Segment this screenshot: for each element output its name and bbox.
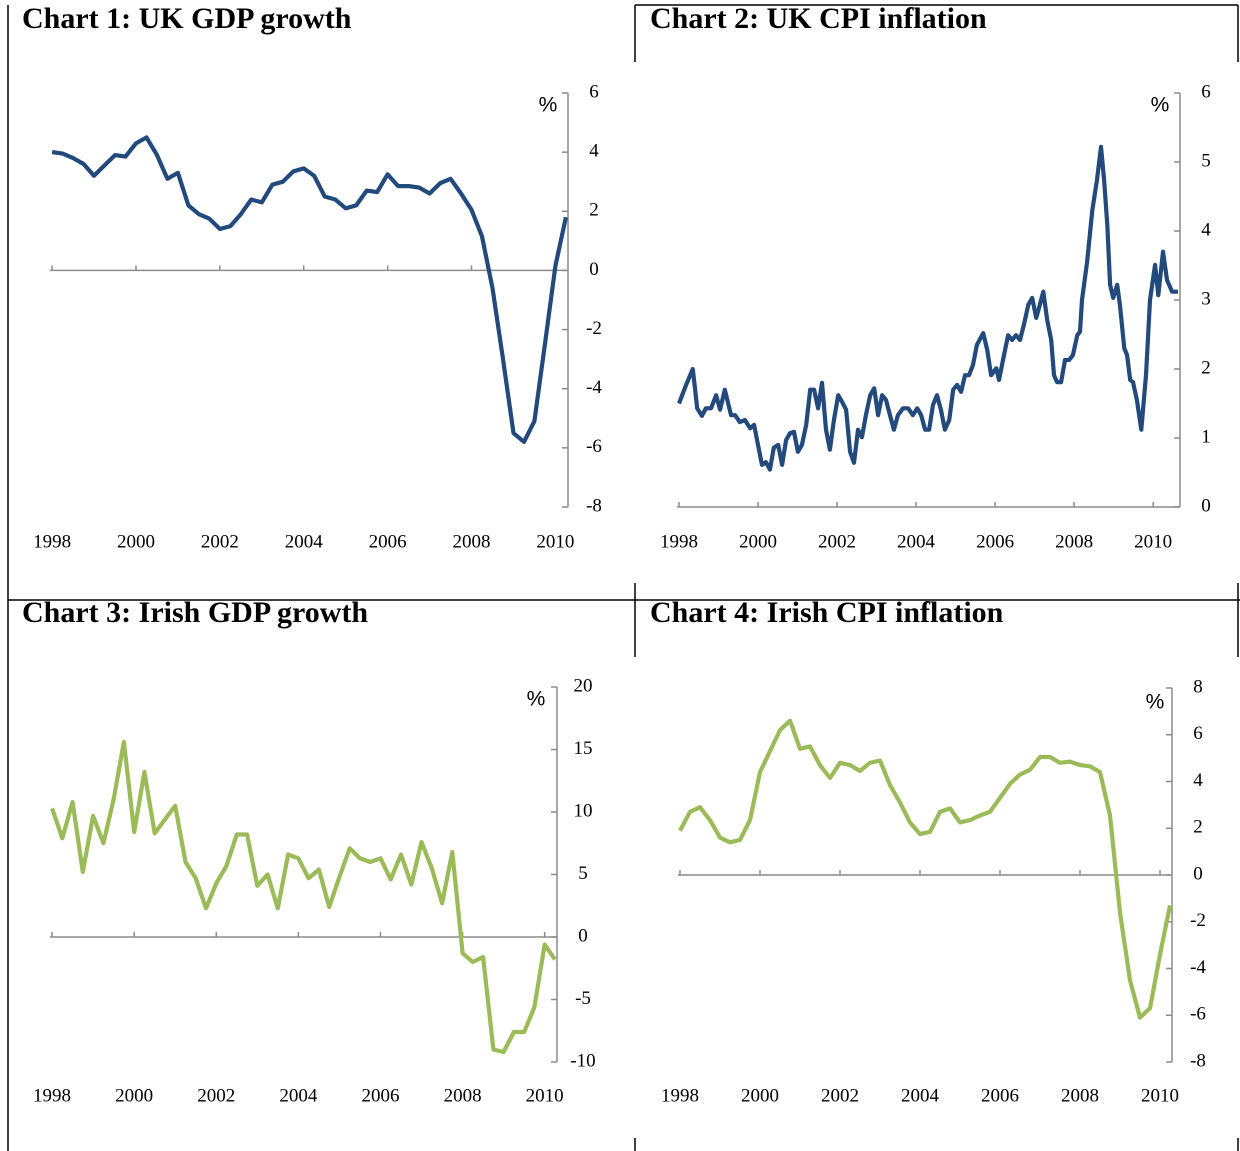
x-tick-label: 2008 [444, 1085, 482, 1106]
y-tick-label: -10 [570, 1050, 595, 1071]
y-axis-unit: % [539, 94, 558, 117]
x-tick-label: 2008 [1055, 531, 1093, 552]
x-tick-label: 2010 [1134, 531, 1172, 552]
x-tick-label: 2000 [739, 531, 777, 552]
y-tick-label: -4 [1190, 957, 1206, 978]
data-line [50, 739, 557, 1055]
x-tick-label: 2004 [285, 531, 324, 552]
x-tick-label: 2004 [279, 1085, 318, 1106]
y-tick-label: 5 [578, 863, 588, 884]
y-tick-label: 0 [578, 925, 588, 946]
x-tick-label: 2002 [821, 1085, 859, 1106]
y-tick-label: 6 [1201, 81, 1211, 102]
y-tick-label: 0 [1193, 863, 1203, 884]
y-tick-label: 2 [1201, 357, 1211, 378]
data-line [51, 135, 568, 444]
x-tick-label: 2000 [115, 1085, 153, 1106]
y-tick-label: 6 [1193, 723, 1203, 744]
x-tick-label: 2008 [453, 531, 491, 552]
x-tick-label: 2008 [1061, 1085, 1099, 1106]
x-tick-label: 2006 [369, 531, 407, 552]
y-tick-label: 4 [1201, 219, 1211, 240]
chart-panel: Chart 3: Irish GDP growth%-10-5051015201… [22, 596, 596, 1106]
x-tick-label: 2002 [201, 531, 239, 552]
y-tick-label: -8 [1190, 1050, 1206, 1071]
x-tick-label: 2010 [536, 531, 574, 552]
x-tick-label: 2006 [981, 1085, 1019, 1106]
x-tick-label: 2004 [897, 531, 936, 552]
y-axis-unit: % [1151, 94, 1170, 117]
y-tick-label: -4 [586, 377, 602, 398]
y-tick-label: -2 [586, 318, 602, 339]
y-tick-label: 2 [589, 200, 599, 221]
data-line [678, 718, 1173, 1020]
y-tick-label: 1 [1201, 426, 1211, 447]
y-axis-unit: % [1146, 691, 1165, 714]
y-axis-unit: % [527, 688, 546, 711]
chart-panel: Chart 4: Irish CPI inflation% -8 -6 -4 -2 0 2 4… [650, 596, 1206, 1106]
y-tick-label: -6 [586, 436, 602, 457]
y-tick-label: -8 [586, 495, 602, 516]
chart-panel: Chart 1: UK GDP growth% -8 -6 -4 -2 0 2 4 6 1998 2… [22, 2, 602, 552]
y-tick-label: -5 [575, 988, 591, 1009]
y-tick-label: 5 [1201, 150, 1211, 171]
chart-panel: Chart 2: UK CPI inflation% 0 1 2 3 4 5 6 1998 200… [650, 2, 1211, 552]
y-tick-label: -2 [1190, 910, 1206, 931]
x-tick-label: 1998 [661, 1085, 699, 1106]
y-tick-label: 0 [589, 259, 599, 280]
chart-title: Chart 4: Irish CPI inflation [650, 596, 1004, 629]
y-tick-label: -6 [1190, 1004, 1206, 1025]
x-tick-label: 2010 [526, 1085, 564, 1106]
x-tick-label: 1998 [33, 531, 71, 552]
x-tick-label: 2000 [117, 531, 155, 552]
x-tick-label: 2004 [901, 1085, 940, 1106]
y-tick-label: 15 [574, 738, 593, 759]
frame [7, 4, 1240, 1151]
chart-title: Chart 2: UK CPI inflation [650, 2, 987, 35]
x-tick-label: 1998 [660, 531, 698, 552]
x-tick-label: 2002 [818, 531, 856, 552]
chart-title: Chart 3: Irish GDP growth [22, 596, 368, 629]
y-tick-label: 20 [574, 675, 593, 696]
y-tick-label: 4 [589, 141, 599, 162]
y-tick-label: 0 [1201, 495, 1211, 516]
x-tick-label: 2000 [741, 1085, 779, 1106]
y-tick-label: 8 [1193, 676, 1203, 697]
y-tick-label: 2 [1193, 817, 1203, 838]
data-line [677, 144, 1178, 472]
y-tick-label: 10 [574, 800, 593, 821]
y-tick-label: 3 [1201, 288, 1211, 309]
x-tick-label: 2002 [197, 1085, 235, 1106]
x-tick-label: 1998 [33, 1085, 71, 1106]
x-tick-label: 2010 [1141, 1085, 1179, 1106]
x-tick-label: 2006 [361, 1085, 399, 1106]
x-tick-label: 2006 [976, 531, 1014, 552]
y-tick-label: 4 [1193, 770, 1203, 791]
chart-title: Chart 1: UK GDP growth [22, 2, 352, 35]
y-tick-label: 6 [589, 81, 599, 102]
